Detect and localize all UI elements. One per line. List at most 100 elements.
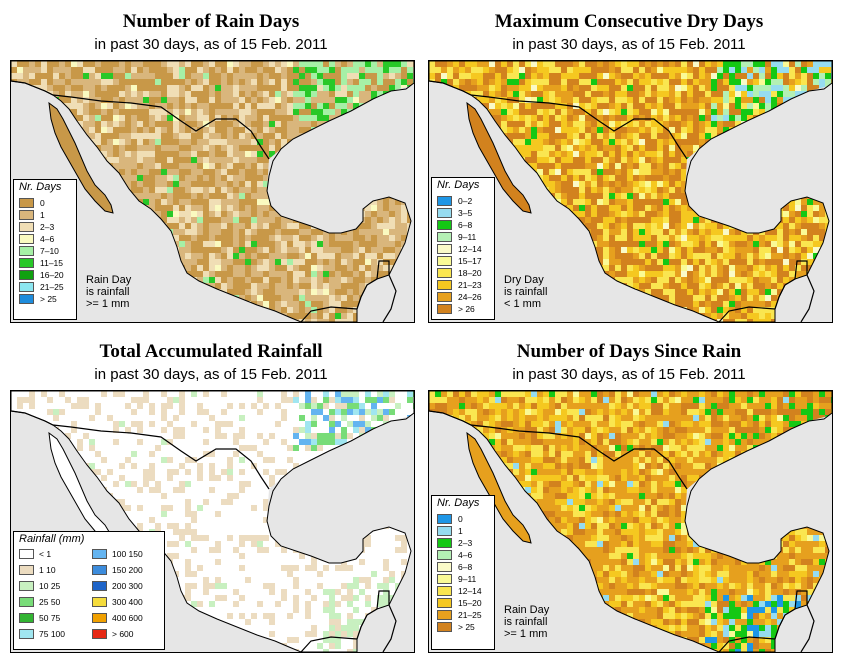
- legend-title: Nr. Days: [437, 497, 480, 509]
- country-border: [800, 604, 815, 652]
- legend-swatch: [437, 526, 452, 536]
- legend-label: 10 25: [39, 581, 61, 591]
- map-note: Rain Day is rainfall >= 1 mm: [86, 274, 131, 310]
- legend-swatch: [92, 629, 107, 639]
- legend-label: < 1: [39, 549, 52, 559]
- legend-swatch: [437, 538, 452, 548]
- legend-swatch: [437, 586, 452, 596]
- legend-swatch: [19, 549, 34, 559]
- panel-subtitle: in past 30 days, as of 15 Feb. 2011: [512, 366, 746, 383]
- legend-label: 21–25: [40, 282, 64, 292]
- country-border: [11, 80, 270, 160]
- legend-swatch: [19, 294, 34, 304]
- legend-swatch: [437, 208, 452, 218]
- country-border: [356, 260, 390, 310]
- legend-label: 0: [40, 198, 45, 208]
- rain-days-panel: Number of Rain Days in past 30 days, as …: [6, 8, 416, 328]
- rain-days-map: Nr. Days 0 1 2–3 4–6 7–10 11–15 16–20 21–25 > 25…: [10, 60, 415, 323]
- country-border: [356, 590, 390, 640]
- legend-label: > 25: [40, 294, 57, 304]
- legend-swatch: [437, 220, 452, 230]
- legend-label: 2–3: [40, 222, 55, 232]
- legend-label: > 600: [112, 629, 134, 639]
- days-since-rain-map: Nr. Days 0 1 2–3 4–6 6–8 9–11 12–14 15–20 21–25 >…: [428, 390, 833, 653]
- legend-label: 1: [458, 526, 463, 536]
- legend-swatch: [437, 514, 452, 524]
- legend-swatch: [19, 210, 34, 220]
- legend-swatch: [19, 234, 34, 244]
- legend-label: 25 50: [39, 597, 61, 607]
- map-legend: Rainfall (mm) < 1 1 10 10 25 25 50 50 75 75 1…: [13, 531, 165, 650]
- legend-swatch: [437, 304, 452, 314]
- map-legend: Nr. Days 0 1 2–3 4–6 7–10 11–15 16–20 21–25 > 25: [13, 179, 77, 320]
- dry-days-panel: Maximum Consecutive Dry Days in past 30 …: [424, 8, 834, 328]
- legend-label: 21–23: [458, 280, 482, 290]
- legend-swatch: [437, 622, 452, 632]
- country-border: [718, 636, 776, 652]
- legend-label: 24–26: [458, 292, 482, 302]
- map-legend: Nr. Days 0 1 2–3 4–6 6–8 9–11 12–14 15–20 21–25 >…: [431, 495, 495, 650]
- legend-label: 11–15: [40, 258, 64, 268]
- legend-label: > 26: [458, 304, 475, 314]
- legend-label: 21–25: [458, 610, 482, 620]
- legend-label: 400 600: [112, 613, 143, 623]
- legend-label: 50 75: [39, 613, 61, 623]
- legend-swatch: [19, 581, 34, 591]
- mexico-map-svg: [11, 61, 414, 322]
- legend-label: 15–20: [458, 598, 482, 608]
- country-border: [774, 590, 808, 640]
- panel-title: Number of Days Since Rain: [516, 341, 742, 362]
- note-line: is rainfall: [86, 286, 130, 298]
- legend-swatch: [19, 282, 34, 292]
- gulf-of-california: [475, 103, 539, 189]
- country-border: [382, 274, 397, 322]
- legend-label: 4–6: [40, 234, 55, 244]
- note-line: Rain Day: [504, 604, 550, 616]
- legend-label: 300 400: [112, 597, 143, 607]
- legend-label: 6–8: [458, 220, 473, 230]
- legend-swatch: [19, 198, 34, 208]
- legend-swatch: [437, 574, 452, 584]
- country-border: [718, 306, 776, 322]
- gulf-of-mexico: [267, 85, 414, 261]
- dry-days-map: Nr. Days 0–2 3–5 6–8 9–11 12–14 15–17 18–20 21–…: [428, 60, 833, 323]
- legend-swatch: [92, 581, 107, 591]
- note-line: >= 1 mm: [504, 628, 548, 640]
- legend-label: 12–14: [458, 244, 482, 254]
- legend-label: 15–17: [458, 256, 482, 266]
- note-line: >= 1 mm: [86, 298, 130, 310]
- total-rainfall-panel: Total Accumulated Rainfall in past 30 da…: [6, 338, 416, 658]
- gulf-of-california: [57, 103, 121, 189]
- legend-swatch: [437, 196, 452, 206]
- legend-swatch: [437, 268, 452, 278]
- days-since-rain-panel: Number of Days Since Rain in past 30 day…: [424, 338, 834, 658]
- panel-title: Number of Rain Days: [122, 11, 300, 32]
- note-line: Rain Day: [86, 274, 132, 286]
- legend-swatch: [19, 565, 34, 575]
- legend-label: 75 100: [39, 629, 65, 639]
- panel-title: Maximum Consecutive Dry Days: [494, 11, 764, 32]
- legend-label: 1: [40, 210, 45, 220]
- baja-peninsula: [466, 101, 532, 214]
- legend-swatch: [437, 256, 452, 266]
- map-note: Dry Day is rainfall < 1 mm: [504, 274, 547, 310]
- legend-swatch: [19, 258, 34, 268]
- legend-swatch: [19, 246, 34, 256]
- legend-swatch: [437, 610, 452, 620]
- legend-swatch: [19, 222, 34, 232]
- legend-label: 16–20: [40, 270, 64, 280]
- legend-swatch: [437, 292, 452, 302]
- country-border: [382, 604, 397, 652]
- legend-label: 100 150: [112, 549, 143, 559]
- country-border: [429, 410, 688, 490]
- legend-swatch: [19, 270, 34, 280]
- legend-swatch: [92, 613, 107, 623]
- baja-peninsula: [48, 101, 114, 214]
- legend-label: 12–14: [458, 586, 482, 596]
- legend-swatch: [437, 244, 452, 254]
- legend-label: 9–11: [458, 232, 477, 242]
- legend-label: 0: [458, 514, 463, 524]
- panel-title: Total Accumulated Rainfall: [99, 341, 323, 362]
- legend-label: > 25: [458, 622, 475, 632]
- country-border: [300, 636, 358, 652]
